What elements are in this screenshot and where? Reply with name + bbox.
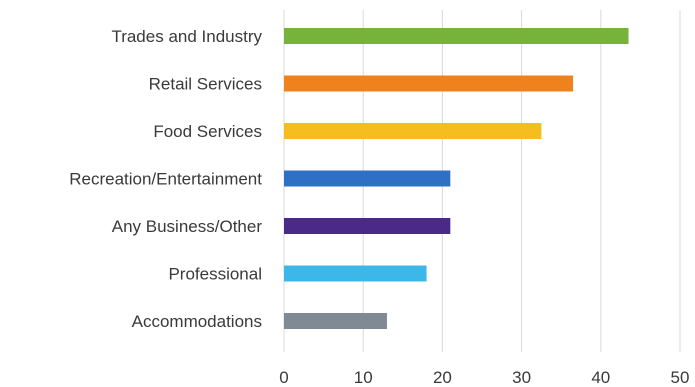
category-label: Trades and Industry (111, 27, 262, 46)
x-tick-label: 0 (279, 368, 288, 387)
bar (284, 170, 451, 187)
category-label: Retail Services (149, 75, 262, 94)
bar (284, 265, 427, 282)
category-label: Any Business/Other (112, 217, 263, 236)
bar (284, 313, 387, 329)
x-tick-label: 10 (354, 368, 373, 387)
x-tick-label: 20 (433, 368, 452, 387)
x-tick-label: 50 (671, 368, 690, 387)
x-tick-label: 30 (512, 368, 531, 387)
x-tick-labels: 0 10 20 30 40 50 (279, 368, 689, 387)
x-tick-label: 40 (591, 368, 610, 387)
category-label: Accommodations (132, 312, 262, 331)
bar (284, 123, 542, 139)
bar (284, 75, 574, 92)
bar (284, 218, 451, 234)
bar (284, 28, 629, 44)
category-label: Food Services (153, 122, 262, 141)
category-label: Recreation/Entertainment (69, 170, 262, 189)
category-labels: Trades and Industry Retail Services Food S… (69, 27, 262, 331)
category-label: Professional (168, 265, 262, 284)
bars (284, 28, 629, 329)
